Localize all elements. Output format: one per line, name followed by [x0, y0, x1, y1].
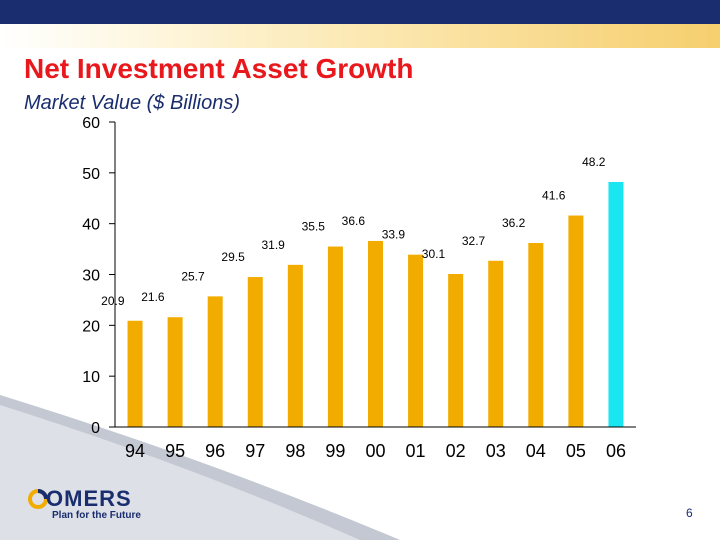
data-label: 35.5 — [302, 220, 326, 234]
bar-00 — [368, 240, 383, 427]
chart-subtitle: Market Value ($ Billions) — [24, 92, 241, 114]
data-label: 25.7 — [181, 269, 205, 283]
data-label: 32.7 — [462, 234, 486, 248]
bar-03 — [488, 260, 504, 427]
x-tick-label: 02 — [446, 441, 466, 461]
y-tick-label: 60 — [82, 115, 100, 132]
data-label: 30.1 — [422, 247, 446, 261]
x-tick-label: 98 — [285, 441, 305, 461]
bar-99 — [327, 246, 343, 427]
x-tick-label: 05 — [566, 441, 586, 461]
data-label: 48.2 — [582, 155, 606, 169]
data-label: 36.6 — [342, 214, 366, 228]
page-number: 6 — [686, 506, 693, 520]
data-label: 21.6 — [141, 290, 165, 304]
header-stripe — [0, 24, 720, 48]
logo-tagline: Plan for the Future — [52, 510, 141, 521]
bar-01 — [408, 254, 424, 427]
page-title: Net Investment Asset Growth — [24, 53, 414, 84]
x-tick-label: 94 — [125, 441, 145, 461]
bar-96 — [207, 296, 223, 427]
data-label: 36.2 — [502, 216, 526, 230]
bar-98 — [287, 264, 303, 427]
data-label: 31.9 — [261, 238, 285, 252]
bar-94 — [127, 320, 143, 427]
y-tick-label: 10 — [82, 369, 100, 386]
data-label: 29.5 — [221, 250, 245, 264]
data-label: 41.6 — [542, 189, 566, 203]
bar-95 — [167, 317, 183, 427]
y-tick-label: 30 — [82, 268, 100, 285]
x-tick-label: 00 — [365, 441, 385, 461]
x-tick-label: 06 — [606, 441, 626, 461]
x-tick-label: 04 — [526, 441, 546, 461]
bar-97 — [247, 277, 263, 427]
y-tick-label: 50 — [82, 166, 100, 183]
bar-05 — [568, 215, 584, 427]
x-tick-label: 95 — [165, 441, 185, 461]
data-label: 20.9 — [101, 294, 125, 308]
y-tick-label: 40 — [82, 217, 100, 234]
x-tick-label: 99 — [325, 441, 345, 461]
y-tick-label: 20 — [82, 318, 100, 335]
x-tick-label: 01 — [406, 441, 426, 461]
logo-swirl-icon — [28, 489, 48, 509]
bar-06 — [608, 181, 624, 427]
bar-02 — [448, 273, 464, 427]
y-tick-label: 0 — [91, 420, 100, 437]
logo-name: OMERS — [46, 486, 132, 511]
x-tick-label: 03 — [486, 441, 506, 461]
header-bar — [0, 0, 720, 24]
data-label: 33.9 — [382, 228, 406, 242]
bar-04 — [528, 242, 544, 427]
x-tick-label: 96 — [205, 441, 225, 461]
x-tick-label: 97 — [245, 441, 265, 461]
